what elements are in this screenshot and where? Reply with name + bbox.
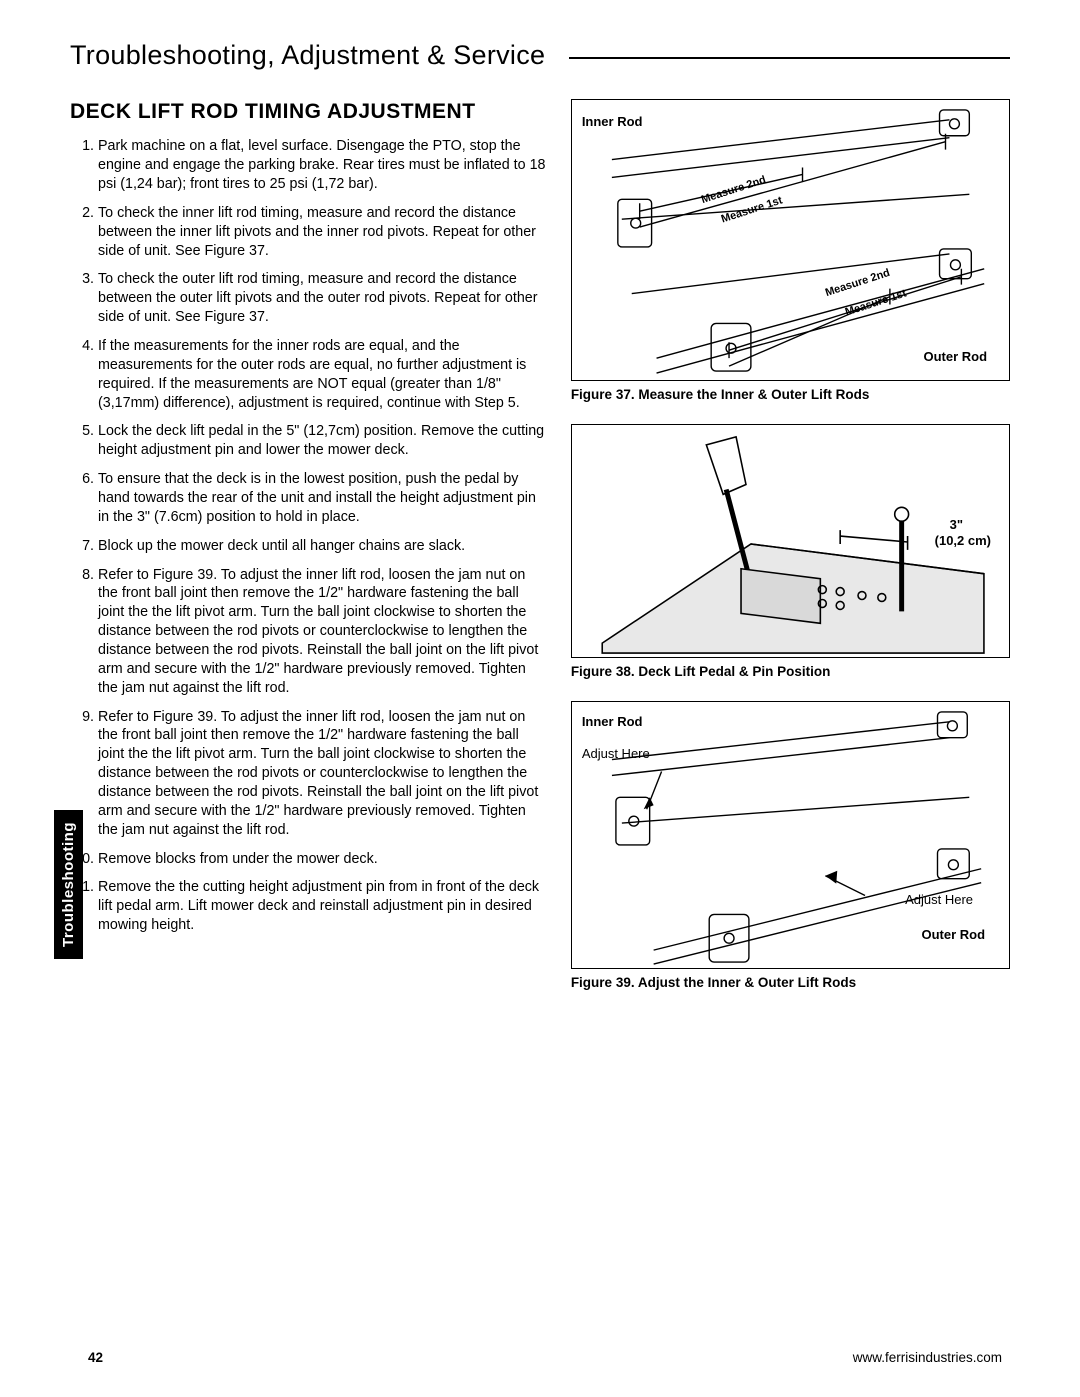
fig39-adjust-a: Adjust Here: [582, 746, 650, 761]
section-header-text: Troubleshooting, Adjustment & Service: [70, 40, 569, 70]
step-5: Lock the deck lift pedal in the 5" (12,7…: [98, 422, 547, 460]
step-7: Block up the mower deck until all hanger…: [98, 537, 547, 556]
step-10: Remove blocks from under the mower deck.: [98, 850, 547, 869]
figure-37-caption: Figure 37. Measure the Inner & Outer Lif…: [571, 387, 1010, 402]
page-footer: 42 www.ferrisindustries.com: [88, 1350, 1002, 1365]
step-3: To check the outer lift rod timing, meas…: [98, 270, 547, 327]
side-tab-troubleshooting: Troubleshooting: [54, 810, 83, 959]
fig39-inner-rod-label: Inner Rod: [582, 714, 643, 729]
fig38-dim-metric: (10,2 cm): [935, 533, 991, 548]
left-column: DECK LIFT ROD TIMING ADJUSTMENT Park mac…: [70, 99, 547, 990]
step-8: Refer to Figure 39. To adjust the inner …: [98, 566, 547, 698]
figure-39-caption: Figure 39. Adjust the Inner & Outer Lift…: [571, 975, 1010, 990]
fig39-outer-rod-label: Outer Rod: [921, 927, 985, 942]
page-number: 42: [88, 1350, 103, 1365]
fig39-adjust-b: Adjust Here: [905, 892, 973, 907]
step-9: Refer to Figure 39. To adjust the inner …: [98, 708, 547, 840]
fig37-inner-rod-label: Inner Rod: [582, 114, 643, 129]
figure-38: 3" (10,2 cm): [571, 424, 1010, 658]
figure-38-caption: Figure 38. Deck Lift Pedal & Pin Positio…: [571, 664, 1010, 679]
step-6: To ensure that the deck is in the lowest…: [98, 470, 547, 527]
footer-url: www.ferrisindustries.com: [853, 1350, 1002, 1365]
step-4: If the measurements for the inner rods a…: [98, 337, 547, 412]
step-11: Remove the the cutting height adjustment…: [98, 878, 547, 935]
section-header: Troubleshooting, Adjustment & Service: [70, 40, 1010, 71]
fig38-dim: 3": [950, 517, 963, 532]
step-2: To check the inner lift rod timing, meas…: [98, 204, 547, 261]
figure-39: Inner Rod Adjust Here Adjust Here Outer …: [571, 701, 1010, 969]
two-column-layout: DECK LIFT ROD TIMING ADJUSTMENT Park mac…: [70, 99, 1010, 990]
procedure-steps: Park machine on a flat, level surface. D…: [70, 137, 547, 935]
fig37-outer-rod-label: Outer Rod: [923, 349, 987, 364]
right-column: Inner Rod Outer Rod Measure 2nd Measure …: [571, 99, 1010, 990]
step-1: Park machine on a flat, level surface. D…: [98, 137, 547, 194]
procedure-title: DECK LIFT ROD TIMING ADJUSTMENT: [70, 99, 547, 125]
figure-37-diagram: [572, 100, 1009, 380]
figure-37: Inner Rod Outer Rod Measure 2nd Measure …: [571, 99, 1010, 381]
